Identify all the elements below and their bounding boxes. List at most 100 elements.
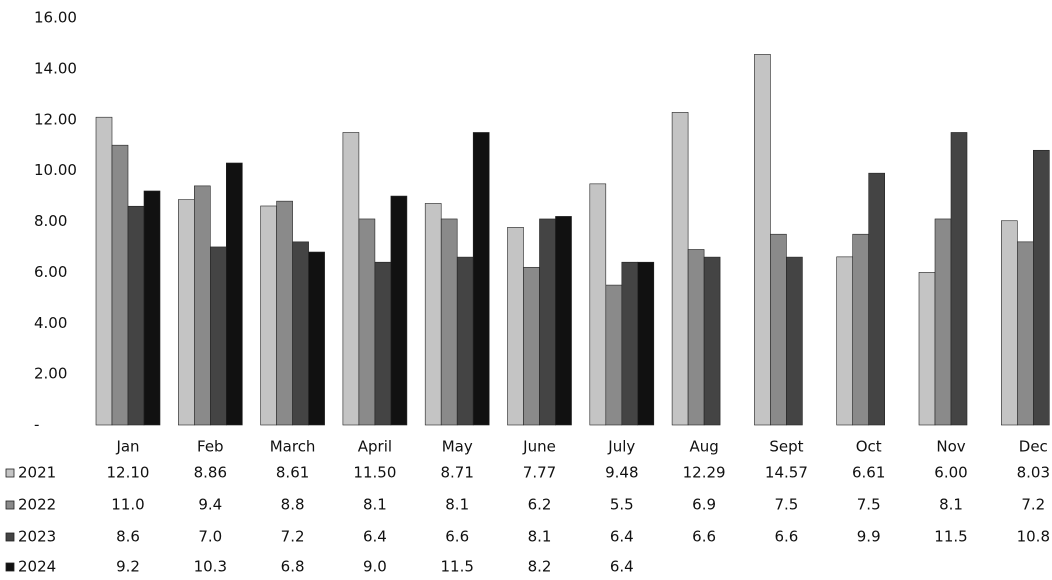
table-value: 9.4 [198,496,222,514]
bar [358,218,376,426]
bar [868,172,886,426]
x-tick-label: Feb [197,438,224,456]
table-value: 9.0 [363,558,387,576]
bar [589,183,607,426]
table-value: 6.4 [610,528,634,546]
bar [374,261,392,426]
table-value: 6.4 [610,558,634,576]
table-value: 6.9 [692,496,716,514]
bar [1000,220,1018,426]
table-value: 8.1 [445,496,469,514]
y-tick-label: 14.00 [34,59,77,77]
y-tick-label: 4.00 [34,314,67,332]
table-value: 6.6 [692,528,716,546]
legend-label: 2021 [18,464,56,482]
bar [456,256,474,426]
bar [754,54,771,426]
table-value: 8.71 [440,464,473,482]
bar [687,249,705,426]
legend-label: 2023 [18,528,56,546]
table-value: 6.4 [363,528,387,546]
bar [555,216,572,426]
y-tick-label: 2.00 [34,365,67,383]
table-value: 8.61 [276,464,309,482]
table-value: 6.6 [774,528,798,546]
table-value: 7.5 [857,496,881,514]
table-value: 12.29 [683,464,726,482]
x-tick-label: June [522,438,556,456]
legend-label: 2022 [18,496,56,514]
y-tick-label: 10.00 [34,161,77,179]
table-value: 10.8 [1017,528,1050,546]
x-tick-label: Jan [115,438,139,456]
x-tick-label: April [358,438,392,456]
x-tick-label: July [607,438,635,456]
bar [260,205,277,426]
table-value: 7.0 [198,528,222,546]
table-value: 11.50 [353,464,396,482]
bar [1033,149,1050,426]
table-value: 7.77 [523,464,556,482]
bar [194,185,211,426]
x-tick-label: Dec [1019,438,1048,456]
bar [472,132,490,426]
table-value: 6.8 [281,558,305,576]
bar [950,132,968,426]
bar [342,132,360,426]
bar [852,233,870,426]
table-value: 8.1 [528,528,552,546]
table-value: 8.2 [528,558,552,576]
legend-key [5,532,15,542]
bar [95,116,113,426]
bar [143,190,161,426]
table-value: 12.10 [107,464,150,482]
bar [292,241,309,426]
y-tick-label: 6.00 [34,263,67,281]
bar [178,199,195,426]
table-value: 11.5 [934,528,967,546]
table-value: 11.0 [111,496,144,514]
bar [918,272,936,426]
bar [671,112,689,426]
table-value: 8.86 [194,464,227,482]
bar [637,261,655,426]
table-value: 6.6 [445,528,469,546]
x-tick-label: Sept [769,438,803,456]
x-tick-label: May [442,438,473,456]
x-tick-label: Nov [936,438,965,456]
legend-key [5,562,15,572]
table-value: 5.5 [610,496,634,514]
bar [836,256,854,426]
table-value: 11.5 [440,558,473,576]
bar [539,218,556,426]
table-value: 6.2 [528,496,552,514]
bar [308,251,325,426]
x-tick-label: March [270,438,316,456]
table-value: 7.2 [281,528,305,546]
y-tick-label: 8.00 [34,212,67,230]
bar [390,195,408,426]
bar [111,144,129,426]
bar [770,233,787,426]
bar [1016,241,1034,426]
bar [934,218,952,426]
x-tick-label: Oct [856,438,882,456]
x-tick-label: Aug [689,438,718,456]
bar [703,256,721,426]
table-value: 10.3 [194,558,227,576]
bar [127,205,145,426]
bar [605,284,623,426]
legend-label: 2024 [18,558,56,576]
table-value: 6.00 [934,464,967,482]
table-value: 9.2 [116,558,140,576]
table-value: 8.8 [281,496,305,514]
bar [440,218,458,426]
bar [226,162,243,426]
table-value: 7.2 [1021,496,1045,514]
y-tick-label: 12.00 [34,110,77,128]
table-value: 9.48 [605,464,638,482]
bar [507,227,524,426]
bar [424,203,442,426]
table-value: 8.03 [1017,464,1050,482]
